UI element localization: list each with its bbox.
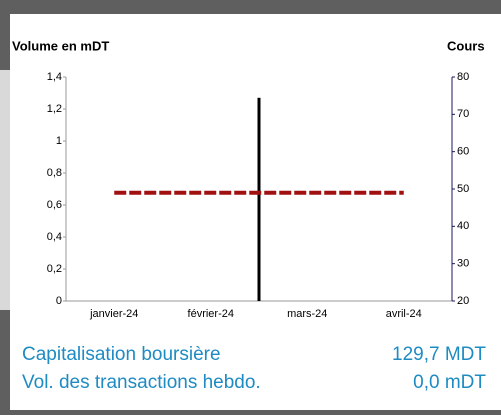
volume-bar [257,97,261,301]
x-tick-label: avril-24 [386,308,422,320]
y2-tick-label: 60 [457,146,469,158]
side-strip [0,70,10,310]
x-tick-label: février-24 [188,308,234,320]
y-tick-label: 0,6 [47,199,62,211]
y2-axis-title: Cours [447,38,485,53]
stat-label: Capitalisation boursière [22,344,221,365]
y-tick-label: 1,4 [47,71,62,83]
x-tick-label: janvier-24 [89,308,138,320]
y2-tick-label: 70 [457,108,469,120]
y2-tick-label: 80 [457,71,469,83]
y-tick-label: 1,2 [47,103,62,115]
y2-tick-label: 50 [457,183,469,195]
x-tick-label: mars-24 [287,308,327,320]
y-tick-label: 0,2 [47,263,62,275]
y2-tick-label: 20 [457,295,469,307]
stat-value: 129,7 MDT [392,344,486,365]
y-tick-label: 0,4 [47,231,62,243]
y2-tick-label: 40 [457,220,469,232]
stat-value: 0,0 mDT [413,372,486,393]
y-tick-label: 1 [56,135,62,147]
y-tick-label: 0,8 [47,167,62,179]
y2-tick-label: 30 [457,258,469,270]
stat-label: Vol. des transactions hebdo. [22,372,261,393]
y-axis-title: Volume en mDT [12,38,109,53]
panel [10,14,501,410]
y-tick-label: 0 [56,295,62,307]
